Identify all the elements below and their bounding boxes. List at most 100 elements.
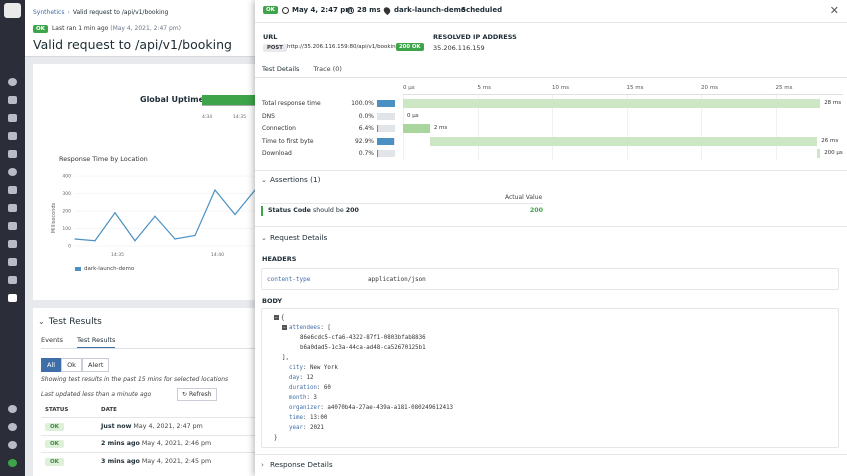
- monitors-icon[interactable]: [8, 168, 17, 176]
- run-trigger: Scheduled: [461, 6, 503, 14]
- tab-events[interactable]: Events: [41, 336, 64, 344]
- timing-row: Time to first byte 92.9% 26 ms: [255, 136, 847, 148]
- tab-test-details[interactable]: Test Details: [262, 65, 300, 78]
- apm-icon[interactable]: [8, 222, 17, 230]
- ux-monitoring-icon[interactable]: [8, 276, 17, 284]
- refresh-icon: ↻: [182, 391, 189, 398]
- integrations-icon[interactable]: [8, 204, 17, 212]
- actual-value-header: Actual Value: [505, 194, 543, 201]
- global-uptime-axis: [202, 105, 255, 106]
- resolved-ip: 35.206.116.159: [433, 44, 485, 52]
- timing-percent-bar: [377, 137, 395, 145]
- data-point[interactable]: [254, 189, 255, 191]
- json-key: duration: [289, 385, 317, 391]
- user-avatar[interactable]: [8, 459, 17, 467]
- ip-label: RESOLVED IP ADDRESS: [433, 33, 517, 41]
- json-value: : [: [320, 325, 331, 331]
- collapse-toggle-icon[interactable]: −: [282, 325, 287, 330]
- assertion-property: Status Code: [268, 207, 311, 214]
- x-tick-label: 14:35: [111, 252, 124, 258]
- breadcrumb-synthetics[interactable]: Synthetics: [33, 9, 65, 16]
- infrastructure-icon[interactable]: [8, 150, 17, 158]
- refresh-button[interactable]: ↻ Refresh: [177, 388, 217, 401]
- data-point[interactable]: [94, 240, 96, 242]
- timing-duration: 2 ms: [433, 125, 448, 131]
- data-point[interactable]: [194, 234, 196, 237]
- events-icon[interactable]: [8, 114, 17, 122]
- data-point[interactable]: [234, 213, 236, 216]
- test-results-header[interactable]: ⌄ Test Results: [38, 317, 102, 327]
- datadog-logo[interactable]: [4, 3, 21, 18]
- filter-all[interactable]: All: [41, 358, 62, 372]
- security-icon[interactable]: [8, 258, 17, 266]
- json-key: city: [289, 365, 303, 371]
- json-key: day: [289, 375, 300, 381]
- uptime-tick: 14:35: [233, 115, 246, 120]
- filter-alert[interactable]: Alert: [81, 358, 110, 372]
- col-status[interactable]: STATUS: [45, 407, 69, 413]
- assertions-header[interactable]: ⌄ Assertions (1): [261, 175, 321, 184]
- data-point[interactable]: [134, 240, 136, 242]
- section-divider: [255, 226, 847, 227]
- data-point[interactable]: [214, 189, 216, 191]
- timing-percent: 6.4%: [358, 125, 374, 132]
- tab-trace[interactable]: Trace (0): [313, 65, 342, 73]
- timing-row: Connection 6.4% 2 ms: [255, 123, 847, 135]
- request-details-header[interactable]: ⌄ Request Details: [261, 233, 327, 242]
- json-key: time: [289, 415, 303, 421]
- test-details-page: Synthetics › Valid request to /api/v1/book…: [25, 0, 255, 476]
- team-icon[interactable]: [8, 441, 17, 449]
- timing-name: Total response time: [262, 100, 321, 107]
- timing-name: Time to first byte: [262, 137, 314, 145]
- legend-label: dark-launch-demo: [84, 266, 135, 272]
- table-row[interactable]: 3 mins ago May 4, 2021, 2:45 pm: [101, 458, 211, 465]
- synthetics-icon[interactable]: [8, 294, 17, 302]
- timing-percent-bar: [377, 112, 395, 120]
- table-row[interactable]: 2 mins ago May 4, 2021, 2:46 pm: [101, 440, 211, 447]
- main-nav: [0, 0, 25, 476]
- collapse-toggle-icon[interactable]: −: [274, 315, 279, 320]
- dashboards-icon[interactable]: [8, 132, 17, 140]
- metrics-icon[interactable]: [8, 186, 17, 194]
- data-point[interactable]: [114, 212, 116, 214]
- timing-row: Download 0.7% 200 µs: [255, 148, 847, 160]
- search-icon[interactable]: [8, 78, 17, 86]
- json-value: : 13:00: [302, 415, 328, 421]
- response-details-header[interactable]: › Response Details: [261, 460, 333, 469]
- stopwatch-icon: [347, 6, 354, 14]
- timing-bar[interactable]: [403, 99, 821, 108]
- last-ran: OK Last ran 1 min ago (May 4, 2021, 2:47 …: [33, 25, 181, 33]
- row-date: May 4, 2021, 2:47 pm: [133, 423, 203, 430]
- status-code-badge: 200 OK: [396, 43, 424, 51]
- filter-ok[interactable]: Ok: [61, 358, 82, 372]
- chevron-down-icon: ⌄: [261, 175, 267, 184]
- watchdog-icon[interactable]: [8, 96, 17, 104]
- timing-percent-bar: [377, 100, 395, 107]
- table-row[interactable]: Just now May 4, 2021, 2:47 pm: [101, 423, 203, 430]
- json-brace: {: [281, 315, 285, 321]
- timing-percent-bar: [377, 125, 395, 132]
- tab-test-results[interactable]: Test Results: [77, 336, 116, 348]
- json-key: attendees: [289, 325, 321, 331]
- help-icon[interactable]: [8, 423, 17, 431]
- series-line-dark-launch-demo[interactable]: [74, 188, 255, 242]
- y-tick-label: 0: [68, 244, 71, 250]
- method-badge: POST: [263, 44, 287, 52]
- timing-percent-fill: [377, 125, 379, 132]
- timing-bar[interactable]: [817, 149, 821, 158]
- run-datetime-text: May 4, 2:47 pm: [292, 6, 353, 14]
- data-point[interactable]: [74, 238, 76, 240]
- breadcrumb-current: Valid request to /api/v1/booking: [72, 9, 169, 16]
- col-date[interactable]: DATE: [101, 407, 117, 413]
- data-point[interactable]: [154, 215, 156, 217]
- chart-legend[interactable]: dark-launch-demo: [75, 266, 134, 272]
- global-uptime-label: Global Uptime: [140, 95, 205, 104]
- chat-icon[interactable]: [8, 405, 17, 413]
- row-status: OK: [45, 423, 64, 431]
- logs-icon[interactable]: [8, 240, 17, 248]
- timing-bar[interactable]: [403, 124, 430, 133]
- panel-tabs: Test Details Trace (0): [262, 65, 356, 78]
- timing-bar[interactable]: [429, 136, 818, 146]
- close-icon[interactable]: ✕: [829, 4, 839, 17]
- data-point[interactable]: [174, 238, 176, 240]
